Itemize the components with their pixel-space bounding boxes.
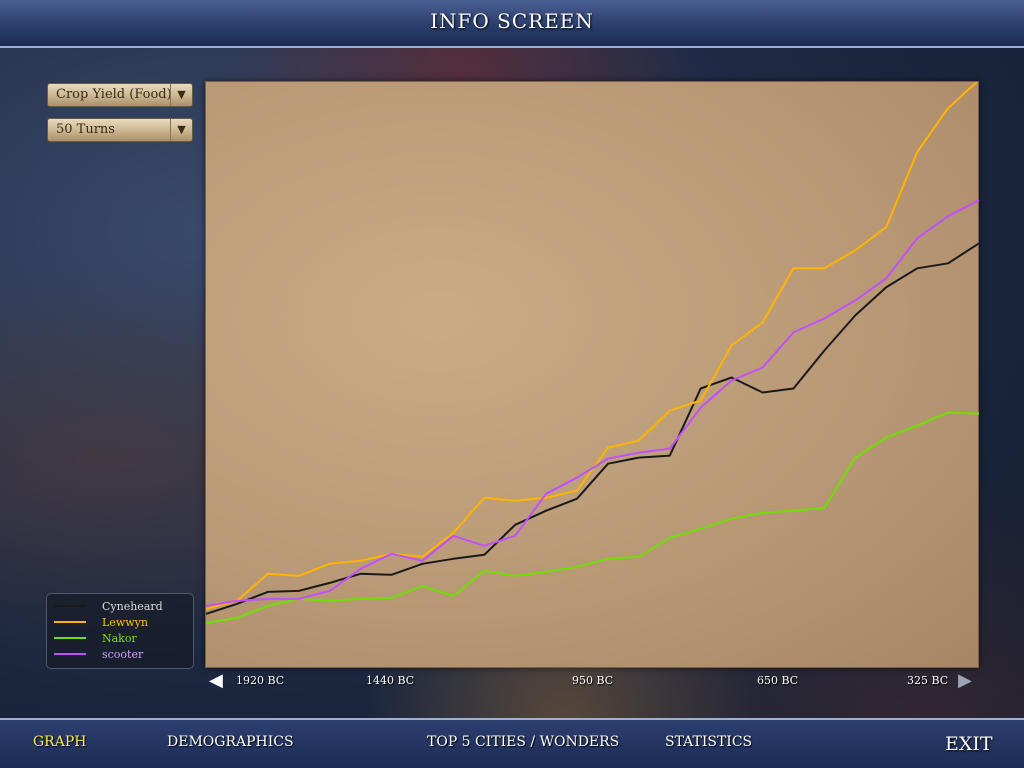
x-tick-label: 950 BC [572, 674, 614, 687]
chart-plot-area [205, 79, 980, 668]
legend-item: Lewwyn [54, 614, 148, 630]
range-dropdown[interactable]: 50 Turns ▼ [47, 118, 193, 142]
legend-swatch [54, 621, 86, 623]
legend-item: Cyneheard [54, 598, 163, 614]
legend-swatch [54, 653, 86, 655]
legend-item: scooter [54, 646, 143, 662]
metric-dropdown[interactable]: Crop Yield (Food) ▼ [47, 83, 193, 107]
metric-dropdown-value: Crop Yield (Food) [56, 87, 172, 102]
series-line-lewwyn [205, 79, 980, 610]
series-line-scooter [205, 199, 980, 607]
tab-statistics[interactable]: STATISTICS [665, 734, 753, 750]
scroll-left-arrow-icon[interactable]: ◀ [209, 670, 223, 691]
series-line-cyneheard [205, 242, 980, 615]
legend-item: Nakor [54, 630, 137, 646]
legend-label: scooter [102, 647, 144, 661]
legend-label: Nakor [102, 631, 137, 645]
line-chart [205, 79, 980, 624]
scroll-right-arrow-icon[interactable]: ▶ [958, 670, 972, 691]
tab-demographics[interactable]: DEMOGRAPHICS [167, 734, 294, 750]
chart-legend: Cyneheard Lewwyn Nakor scooter [46, 593, 194, 669]
x-tick-label: 650 BC [757, 674, 799, 687]
page-title: INFO SCREEN [430, 9, 594, 33]
tab-top5-cities-wonders[interactable]: TOP 5 CITIES / WONDERS [427, 734, 620, 750]
series-line-nakor [205, 411, 980, 624]
tab-graph[interactable]: GRAPH [33, 734, 87, 750]
chevron-down-icon: ▼ [170, 84, 192, 106]
x-tick-label: 325 BC [907, 674, 949, 687]
legend-label: Lewwyn [102, 615, 148, 629]
x-tick-label: 1920 BC [236, 674, 285, 687]
legend-swatch [54, 605, 86, 607]
x-tick-label: 1440 BC [366, 674, 415, 687]
legend-swatch [54, 637, 86, 639]
chevron-down-icon: ▼ [170, 119, 192, 141]
legend-label: Cyneheard [102, 599, 163, 613]
header-bar: INFO SCREEN [0, 0, 1024, 48]
footer-tab-bar: GRAPH DEMOGRAPHICS TOP 5 CITIES / WONDER… [0, 718, 1024, 768]
exit-button[interactable]: EXIT [945, 733, 993, 755]
range-dropdown-value: 50 Turns [56, 122, 115, 137]
